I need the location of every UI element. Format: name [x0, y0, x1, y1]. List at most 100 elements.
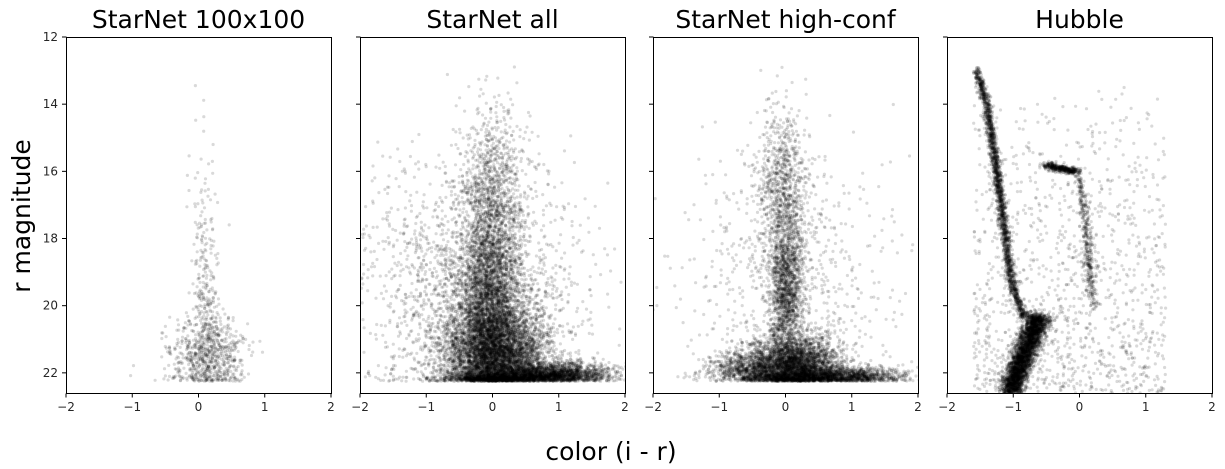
data-point	[526, 358, 530, 362]
data-point	[442, 376, 446, 380]
data-point	[226, 373, 230, 378]
data-point	[207, 162, 211, 166]
data-point	[458, 354, 462, 358]
data-point	[198, 312, 202, 316]
data-point	[214, 320, 218, 325]
data-point	[198, 280, 202, 284]
data-point	[225, 368, 229, 372]
data-point	[206, 336, 210, 340]
data-point	[175, 343, 179, 348]
data-point	[522, 335, 526, 339]
data-point	[210, 351, 214, 355]
data-point	[202, 360, 206, 364]
data-point	[215, 332, 219, 336]
data-point	[209, 301, 213, 305]
data-point	[198, 338, 202, 342]
data-point	[232, 348, 236, 352]
y-tick-label: 20	[43, 299, 58, 313]
data-point	[473, 292, 477, 296]
data-point	[194, 333, 198, 337]
data-point	[511, 371, 515, 375]
data-point	[224, 350, 228, 354]
data-point	[234, 378, 238, 382]
data-point	[447, 320, 451, 324]
data-point	[220, 330, 225, 334]
data-point	[190, 360, 194, 364]
data-point	[176, 370, 180, 374]
data-point	[199, 343, 203, 347]
data-point	[203, 282, 207, 286]
data-point	[501, 375, 505, 379]
data-point	[187, 154, 191, 158]
data-point	[223, 361, 227, 365]
data-point	[201, 367, 205, 371]
data-point	[196, 352, 200, 356]
data-point	[209, 278, 213, 282]
data-point	[516, 377, 520, 381]
data-point	[233, 344, 237, 348]
data-point	[177, 328, 181, 332]
data-point	[521, 373, 525, 378]
data-point	[187, 362, 191, 367]
data-point	[228, 327, 233, 331]
data-point	[515, 370, 519, 375]
data-point	[542, 318, 546, 322]
data-point	[172, 362, 176, 366]
data-point	[186, 343, 190, 347]
data-point	[195, 361, 199, 365]
data-point	[206, 375, 211, 379]
data-point	[506, 327, 510, 331]
data-point	[217, 361, 221, 365]
data-point	[220, 378, 224, 382]
data-point	[492, 373, 497, 377]
data-point	[207, 304, 211, 308]
data-point	[510, 329, 514, 333]
data-point	[210, 316, 214, 320]
data-point	[162, 367, 167, 371]
data-point	[504, 374, 508, 378]
data-point	[195, 364, 199, 368]
data-point	[203, 221, 208, 225]
data-point	[478, 320, 482, 324]
data-point	[185, 357, 189, 361]
data-point	[200, 375, 205, 379]
data-point	[495, 357, 499, 362]
data-point	[199, 345, 203, 350]
data-point	[180, 335, 185, 339]
data-point	[201, 359, 205, 364]
data-point	[207, 345, 211, 349]
data-point	[219, 349, 224, 353]
data-point	[477, 369, 481, 373]
data-point	[511, 354, 515, 358]
data-point	[208, 378, 213, 382]
data-point	[214, 364, 218, 368]
data-point	[546, 332, 550, 336]
data-point	[228, 335, 232, 339]
data-point	[176, 369, 180, 373]
data-point	[212, 364, 216, 368]
data-point	[204, 376, 208, 380]
data-point	[231, 342, 235, 346]
data-point	[206, 264, 210, 268]
data-point	[205, 354, 209, 358]
data-point	[204, 324, 208, 328]
data-point	[209, 377, 213, 381]
data-point	[204, 323, 208, 327]
data-point	[548, 346, 553, 350]
data-point	[201, 372, 205, 377]
data-point	[212, 371, 216, 375]
data-point	[511, 350, 516, 355]
data-point	[197, 349, 201, 353]
data-point	[198, 347, 202, 351]
data-point	[179, 361, 183, 365]
data-point	[527, 374, 531, 378]
data-point	[197, 333, 201, 337]
data-point	[206, 335, 210, 339]
data-point	[193, 323, 197, 327]
data-point	[209, 344, 213, 349]
data-point	[506, 373, 510, 377]
data-point	[502, 368, 506, 372]
data-point	[211, 227, 215, 231]
data-point	[187, 374, 191, 378]
data-point	[205, 284, 209, 288]
